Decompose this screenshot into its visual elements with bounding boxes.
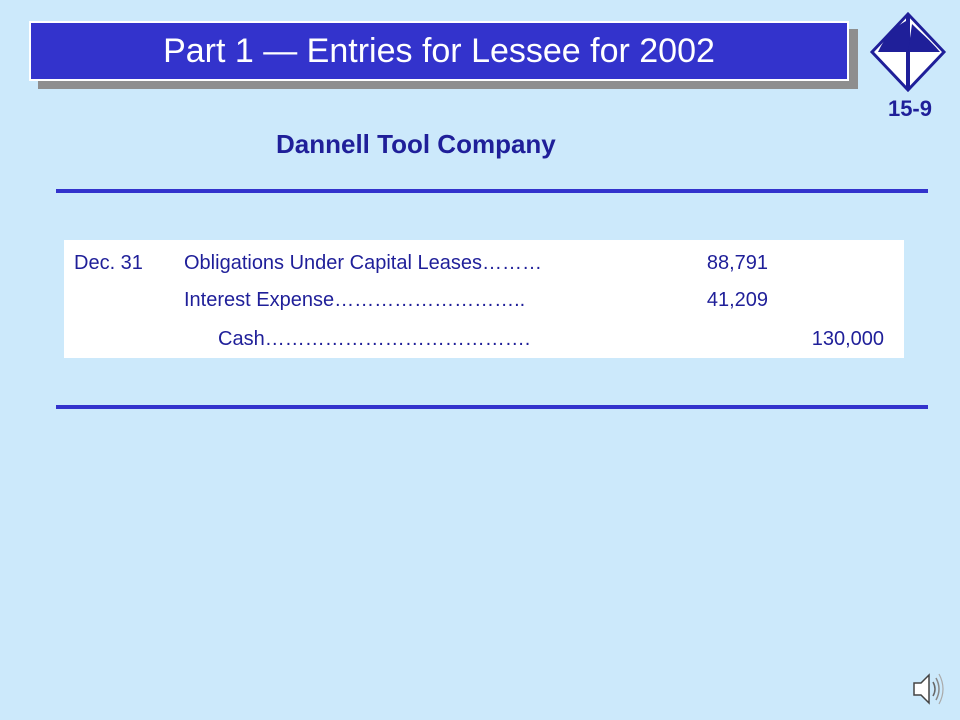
slide-title: Part 1 — Entries for Lessee for 2002 bbox=[163, 31, 715, 70]
slide-number: 15-9 bbox=[887, 96, 932, 121]
title-bar: Part 1 — Entries for Lessee for 2002 bbox=[29, 21, 849, 81]
debit-interest-expense: 41,209 bbox=[706, 289, 768, 311]
account-interest-expense: Interest Expense……………………….. bbox=[184, 289, 526, 311]
entry-date: Dec. 31 bbox=[74, 252, 143, 274]
publisher-logo-icon bbox=[869, 11, 947, 92]
journal-entry-table: Dec. 31 Obligations Under Capital Leases… bbox=[64, 240, 904, 358]
speaker-icon[interactable] bbox=[910, 666, 944, 712]
account-cash: Cash…………………………………. bbox=[218, 328, 531, 350]
credit-cash: 130,000 bbox=[811, 328, 884, 350]
account-obligations: Obligations Under Capital Leases……… bbox=[184, 252, 542, 274]
top-divider bbox=[56, 189, 928, 193]
bottom-divider bbox=[56, 405, 928, 409]
company-name: Dannell Tool Company bbox=[276, 129, 556, 159]
debit-obligations: 88,791 bbox=[706, 252, 768, 274]
